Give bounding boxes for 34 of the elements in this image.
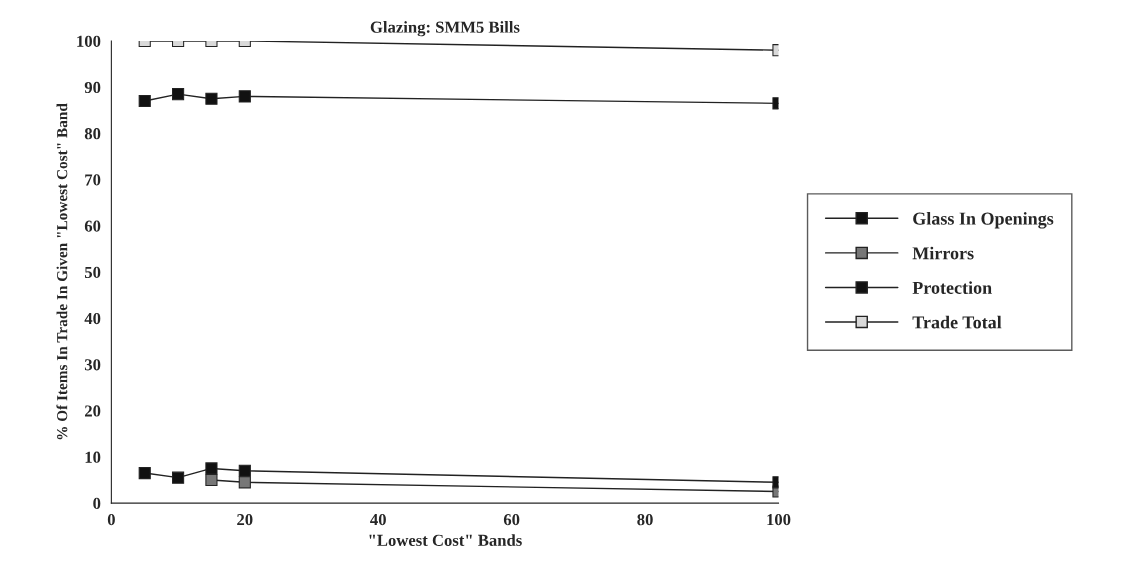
y-tick-label: 50	[84, 266, 101, 278]
y-axis-title: % Of Items In Trade In Given "Lowest Cost" Band	[56, 103, 68, 440]
x-tick-label: 100	[767, 514, 791, 526]
legend-label: Trade Total	[912, 315, 1002, 329]
y-tick-label: 20	[84, 405, 101, 417]
point	[238, 90, 251, 103]
y-tick-label: 10	[85, 451, 101, 463]
x-tick-label: 60	[503, 514, 520, 526]
legend-label: Glass In Openings	[913, 212, 1054, 229]
y-tick-label: 90	[84, 81, 101, 94]
y-tick-label: 0	[93, 497, 101, 510]
y-tick-label: 100	[77, 35, 101, 47]
y-tick-label: 30	[84, 359, 101, 371]
point	[172, 471, 185, 484]
point	[138, 466, 151, 480]
point	[238, 476, 251, 489]
point	[238, 464, 251, 477]
point	[205, 473, 218, 487]
y-tick-label: 60	[84, 220, 101, 232]
legend-label: Mirrors	[912, 246, 974, 260]
legend-label: Protection	[912, 281, 992, 294]
y-tick-label: 40	[84, 312, 101, 325]
point	[205, 92, 218, 105]
chart-title: Glazing: SMM5 Bills	[370, 21, 520, 37]
point	[205, 462, 218, 475]
x-tick-label: 80	[637, 514, 653, 526]
x-tick-label: 0	[107, 514, 115, 526]
y-tick-label: 70	[85, 174, 101, 186]
x-axis-title: "Lowest Cost" Bands	[369, 534, 522, 546]
x-tick-label: 20	[237, 514, 253, 526]
y-tick-label: 80	[84, 128, 101, 140]
point	[138, 94, 151, 108]
point	[172, 88, 185, 101]
x-tick-label: 40	[370, 514, 386, 526]
